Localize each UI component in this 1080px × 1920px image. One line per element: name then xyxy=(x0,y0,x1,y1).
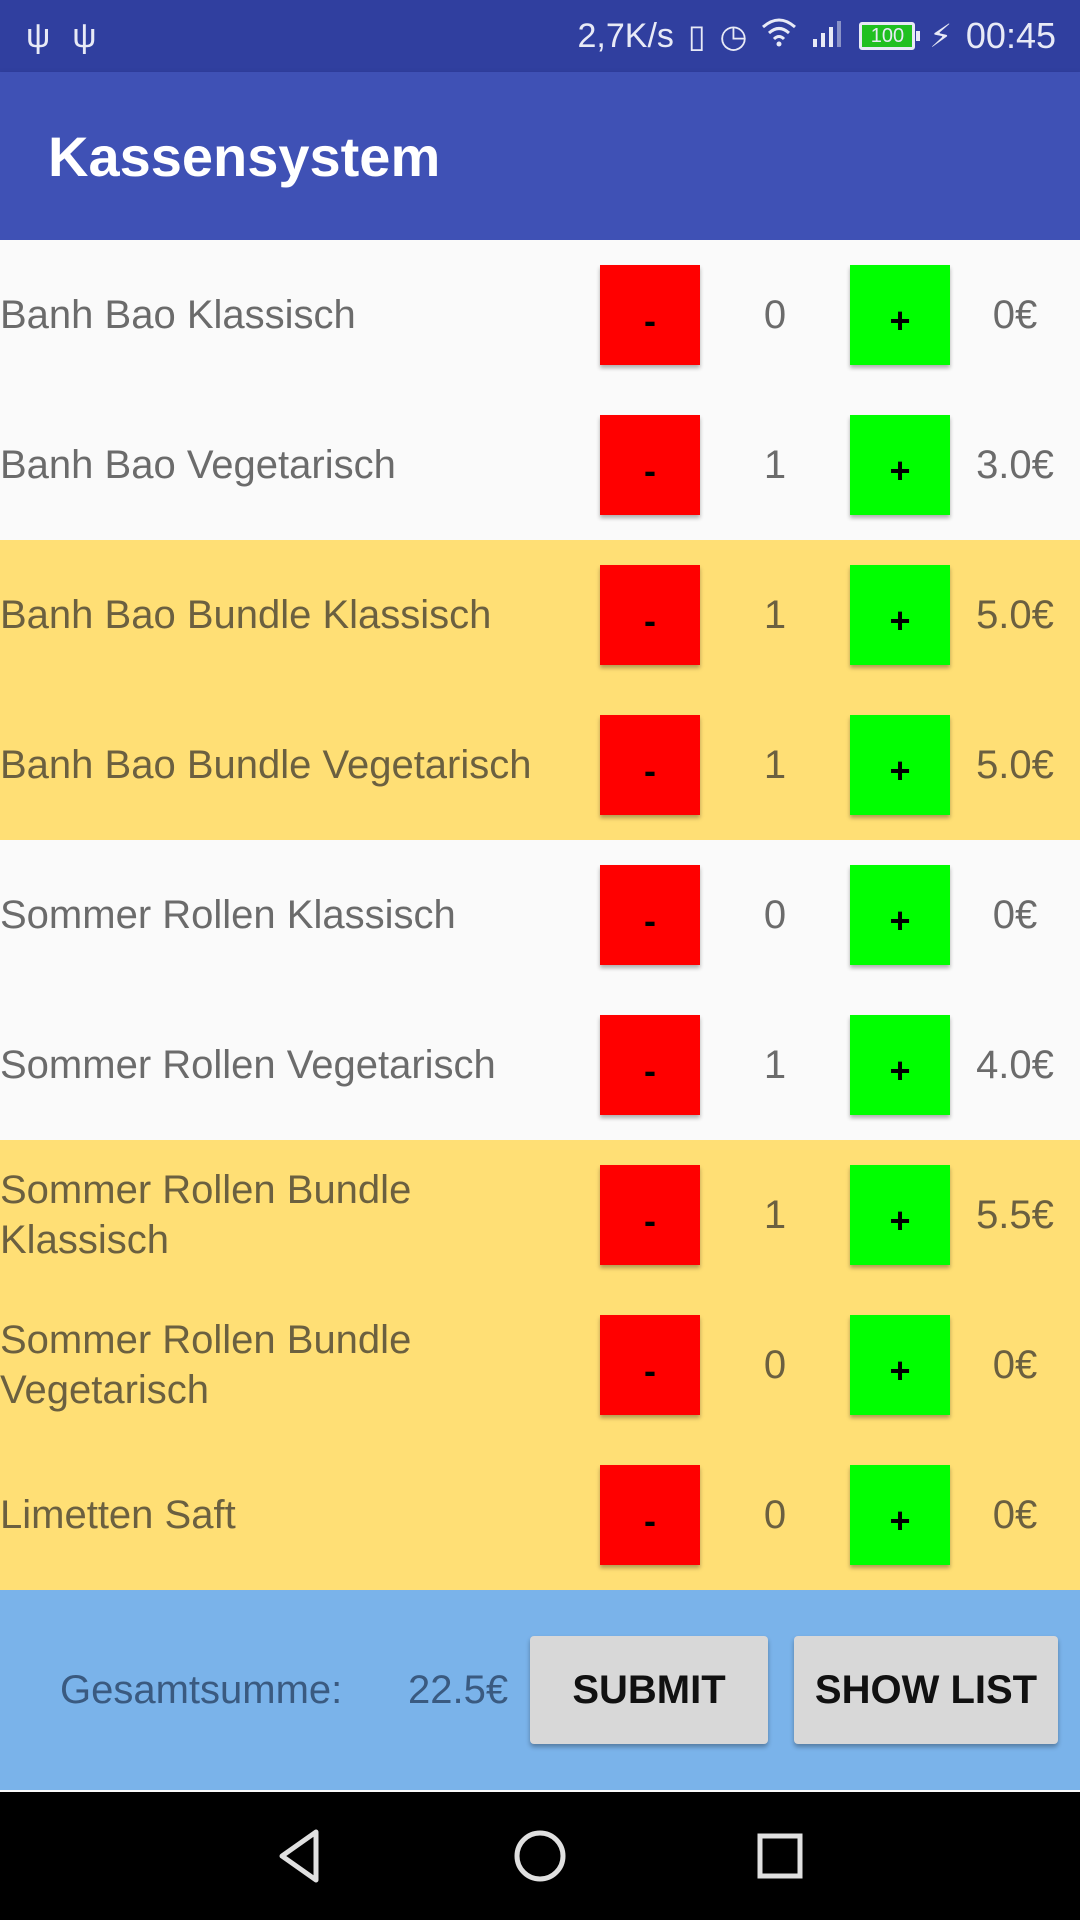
item-price: 4.0€ xyxy=(976,1042,1054,1087)
status-right: 2,7K/s ▯ ◷ 100 ⚡ 00:45 xyxy=(578,15,1056,57)
item-quantity: 1 xyxy=(763,1042,787,1087)
app-bar: Kassensystem xyxy=(0,72,1080,240)
item-quantity: 1 xyxy=(763,442,787,487)
charging-icon: ⚡ xyxy=(929,18,952,54)
usb-icon: ψ xyxy=(72,16,97,55)
increment-button[interactable]: + xyxy=(850,1015,950,1115)
increment-button[interactable]: + xyxy=(850,565,950,665)
wifi-icon xyxy=(761,17,797,55)
item-price: 0€ xyxy=(992,892,1038,937)
decrement-button[interactable]: - xyxy=(600,415,700,515)
decrement-button[interactable]: - xyxy=(600,715,700,815)
signal-icon xyxy=(811,18,845,55)
list-item: Sommer Rollen Klassisch - 0 + 0€ xyxy=(0,840,1080,990)
item-quantity: 0 xyxy=(763,892,787,937)
footer-bar: Gesamtsumme: 22.5€ SUBMIT SHOW LIST xyxy=(0,1590,1080,1790)
increment-button[interactable]: + xyxy=(850,415,950,515)
show-list-button[interactable]: SHOW LIST xyxy=(794,1636,1058,1744)
home-icon[interactable] xyxy=(508,1824,572,1888)
total-value: 22.5€ xyxy=(408,1667,509,1712)
increment-button[interactable]: + xyxy=(850,1315,950,1415)
total-label: Gesamtsumme: xyxy=(60,1667,343,1712)
decrement-button[interactable]: - xyxy=(600,865,700,965)
alarm-icon: ◷ xyxy=(719,18,748,54)
list-item: Banh Bao Klassisch - 0 + 0€ xyxy=(0,240,1080,390)
status-left: ψ ψ xyxy=(26,17,97,56)
item-quantity: 0 xyxy=(763,292,787,337)
item-price: 5.5€ xyxy=(976,1192,1054,1237)
submit-button[interactable]: SUBMIT xyxy=(530,1636,768,1744)
increment-button[interactable]: + xyxy=(850,1465,950,1565)
decrement-button[interactable]: - xyxy=(600,265,700,365)
item-name: Sommer Rollen Klassisch xyxy=(0,893,456,937)
list-item: Sommer Rollen Bundle Vegetarisch - 0 + 0… xyxy=(0,1290,1080,1440)
increment-button[interactable]: + xyxy=(850,715,950,815)
decrement-button[interactable]: - xyxy=(600,565,700,665)
list-item: Limetten Saft - 0 + 0€ xyxy=(0,1440,1080,1590)
item-price: 0€ xyxy=(992,1342,1038,1387)
decrement-button[interactable]: - xyxy=(600,1315,700,1415)
item-price: 0€ xyxy=(992,1492,1038,1537)
item-name: Banh Bao Bundle Vegetarisch xyxy=(0,743,532,787)
navigation-bar xyxy=(0,1792,1080,1920)
list-item: Banh Bao Vegetarisch - 1 + 3.0€ xyxy=(0,390,1080,540)
list-item: Sommer Rollen Vegetarisch - 1 + 4.0€ xyxy=(0,990,1080,1140)
clock: 00:45 xyxy=(965,15,1056,56)
decrement-button[interactable]: - xyxy=(600,1015,700,1115)
list-item: Sommer Rollen Bundle Klassisch - 1 + 5.5… xyxy=(0,1140,1080,1290)
back-icon[interactable] xyxy=(268,1824,332,1888)
item-name: Sommer Rollen Bundle Klassisch xyxy=(0,1168,412,1262)
item-quantity: 1 xyxy=(763,592,787,637)
item-price: 3.0€ xyxy=(976,442,1054,487)
item-name: Sommer Rollen Vegetarisch xyxy=(0,1043,496,1087)
vibrate-icon: ▯ xyxy=(687,18,706,54)
item-quantity: 0 xyxy=(763,1342,787,1387)
item-quantity: 1 xyxy=(763,742,787,787)
item-name: Banh Bao Bundle Klassisch xyxy=(0,593,492,637)
item-name: Limetten Saft xyxy=(0,1493,236,1537)
item-price: 5.0€ xyxy=(976,592,1054,637)
usb-icon: ψ xyxy=(26,16,51,55)
increment-button[interactable]: + xyxy=(850,265,950,365)
item-name: Banh Bao Klassisch xyxy=(0,293,356,337)
item-name: Sommer Rollen Bundle Vegetarisch xyxy=(0,1318,412,1412)
decrement-button[interactable]: - xyxy=(600,1165,700,1265)
list-item: Banh Bao Bundle Klassisch - 1 + 5.0€ xyxy=(0,540,1080,690)
battery-icon: 100 xyxy=(859,22,921,50)
decrement-button[interactable]: - xyxy=(600,1465,700,1565)
increment-button[interactable]: + xyxy=(850,865,950,965)
item-name: Banh Bao Vegetarisch xyxy=(0,443,396,487)
list-item: Banh Bao Bundle Vegetarisch - 1 + 5.0€ xyxy=(0,690,1080,840)
item-quantity: 1 xyxy=(763,1192,787,1237)
network-speed: 2,7K/s xyxy=(577,16,674,55)
item-quantity: 0 xyxy=(763,1492,787,1537)
item-price: 0€ xyxy=(992,292,1038,337)
status-bar: ψ ψ 2,7K/s ▯ ◷ 100 ⚡ 00:45 xyxy=(0,0,1080,72)
item-price: 5.0€ xyxy=(976,742,1054,787)
increment-button[interactable]: + xyxy=(850,1165,950,1265)
app-title: Kassensystem xyxy=(48,124,441,188)
recent-apps-icon[interactable] xyxy=(748,1824,812,1888)
product-list: Banh Bao Klassisch - 0 + 0€ Banh Bao Veg… xyxy=(0,240,1080,1590)
